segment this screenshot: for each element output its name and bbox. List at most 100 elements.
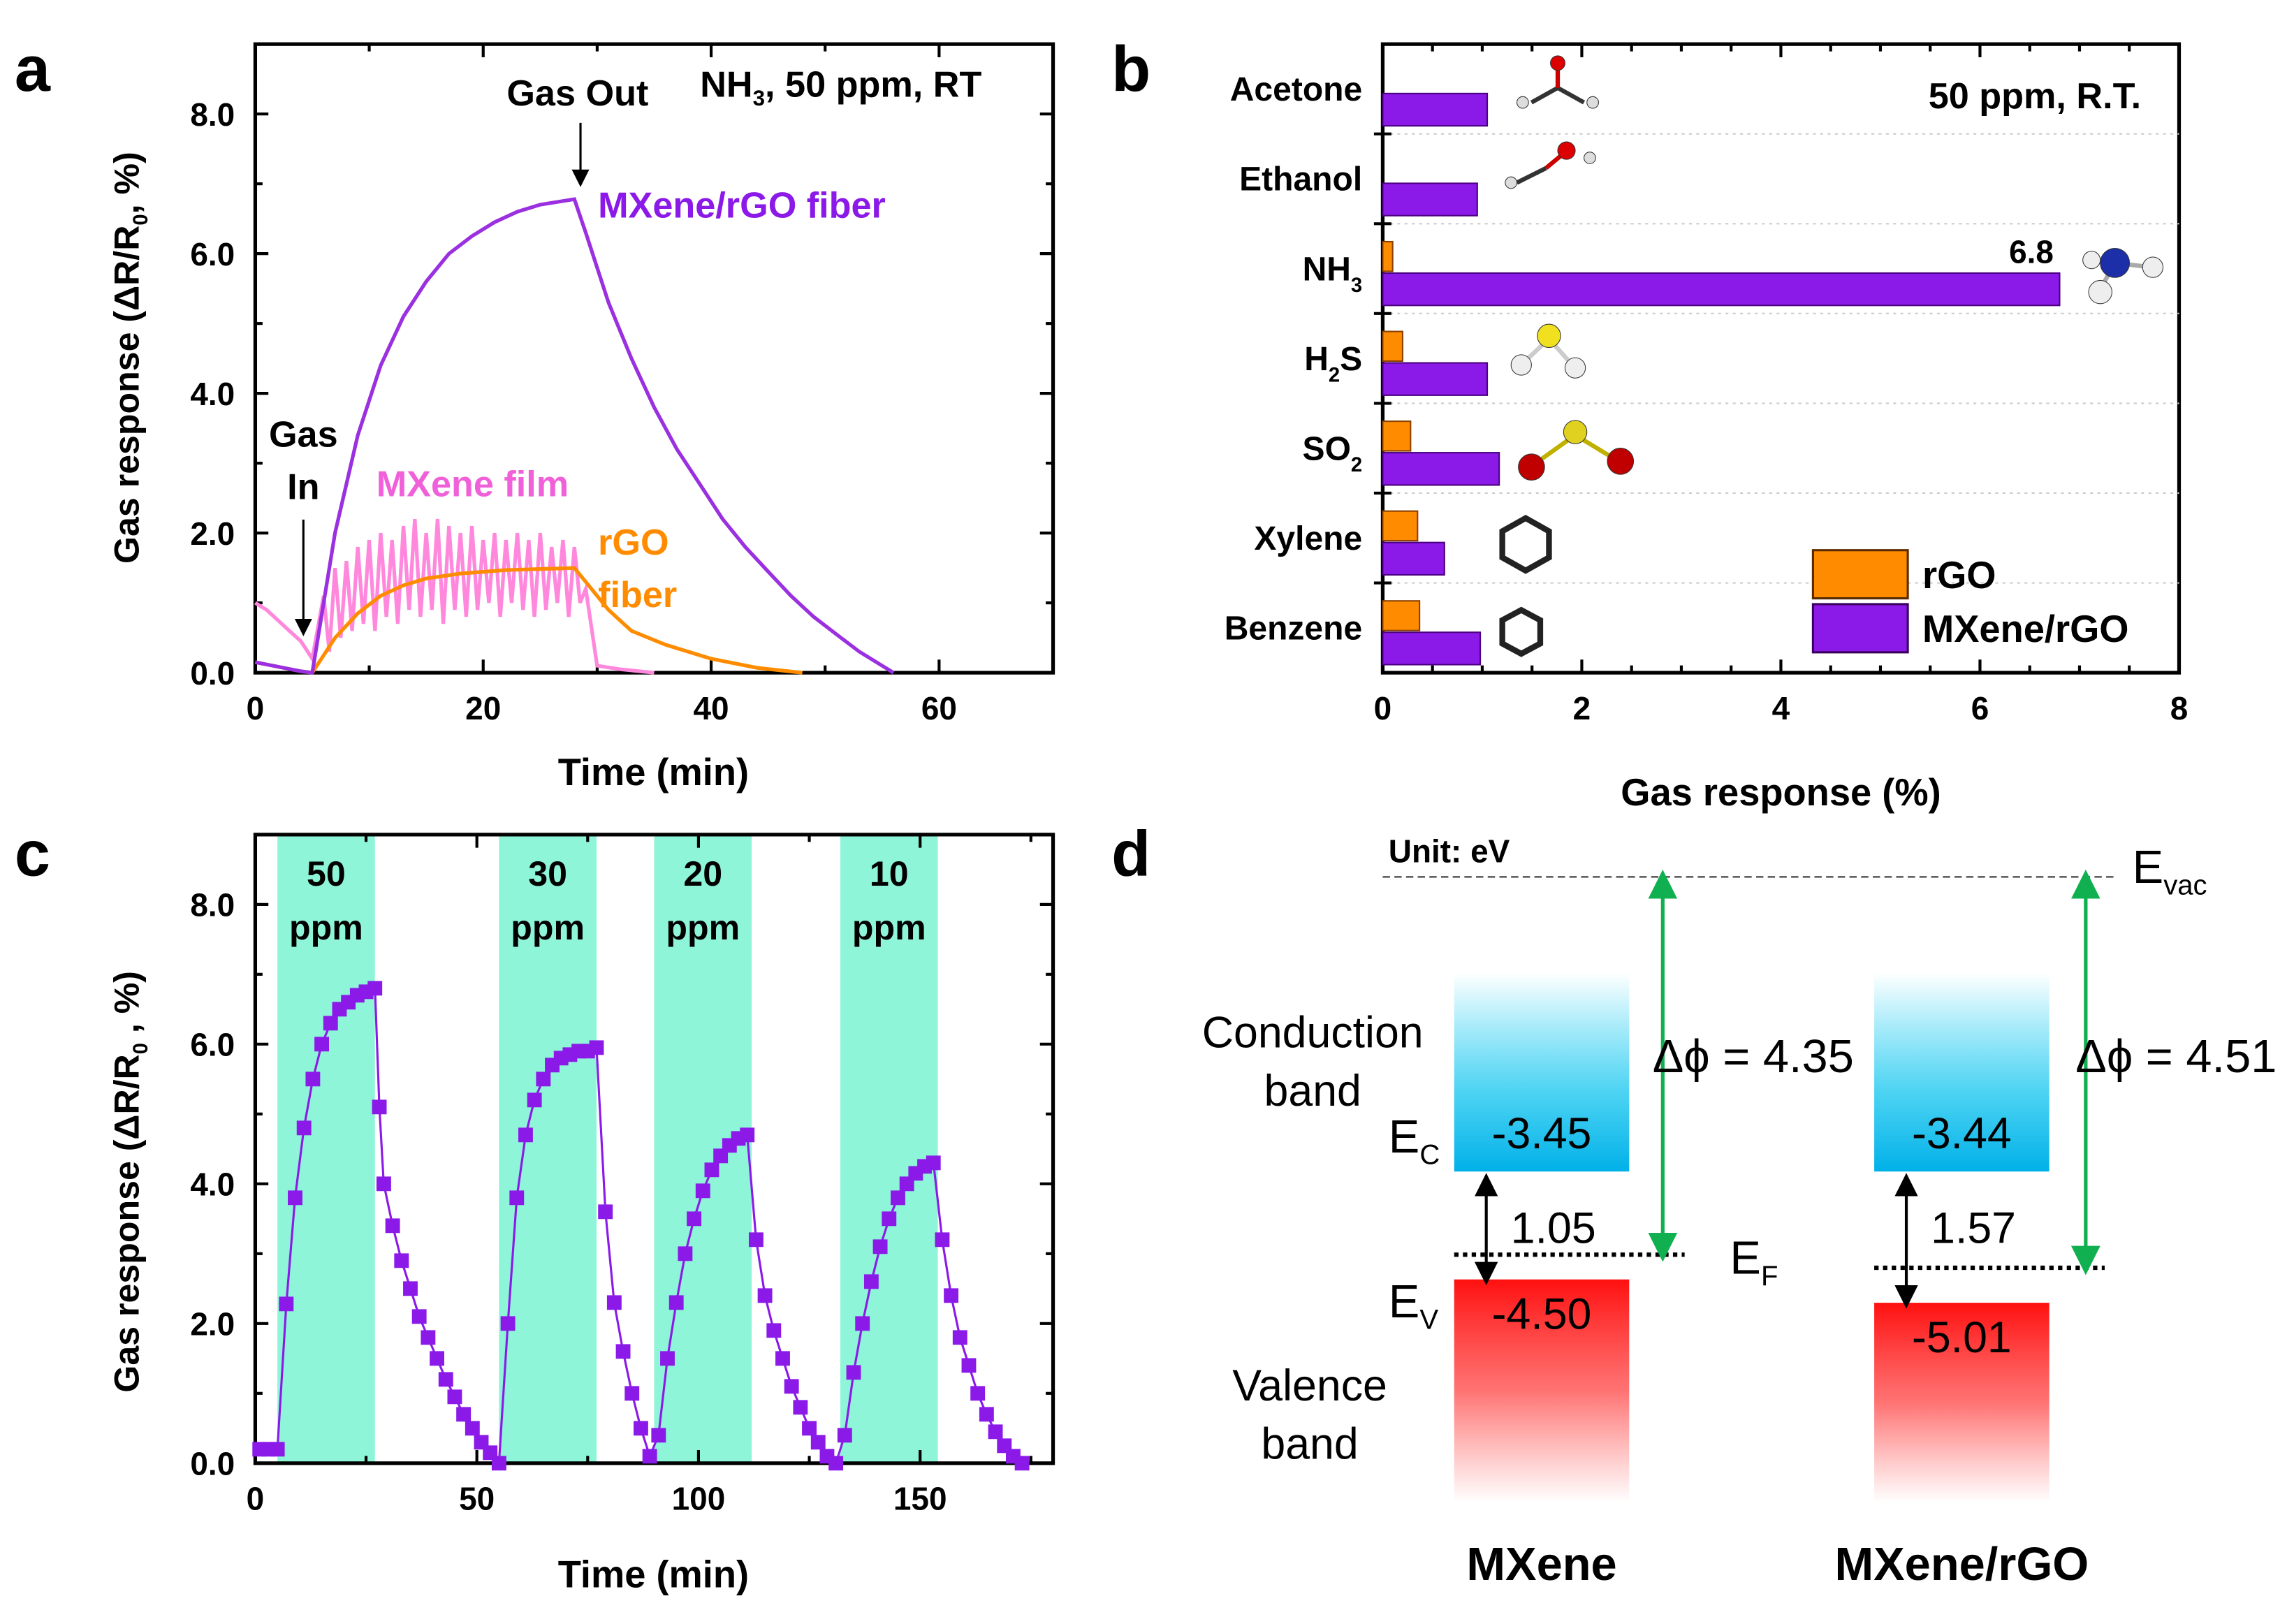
x-tick-label: 0 [247, 1481, 265, 1517]
bar-rgo [1382, 510, 1419, 542]
series-mxene-rgo-fiber-line [254, 197, 895, 675]
bar-rgo [1382, 330, 1403, 363]
data-point [394, 1253, 409, 1268]
legend-label-mxene-film: MXene film [377, 464, 569, 504]
legend-label-mxene-rgo-fiber: MXene/rGO fiber [598, 186, 886, 226]
category-label: Benzene [1225, 610, 1362, 648]
data-point [296, 1120, 312, 1136]
data-point [633, 1421, 648, 1436]
data-point [491, 1456, 506, 1471]
x-tick-label: 0 [1374, 690, 1392, 726]
data-point [438, 1372, 453, 1387]
molecule-so2-icon [1563, 420, 1588, 444]
data-point [988, 1424, 1003, 1440]
work-function-label: Δϕ = 4.51 [2075, 1031, 2277, 1083]
data-point [279, 1296, 294, 1312]
category-text: SO [1303, 430, 1351, 467]
molecule-benzene-icon [1499, 606, 1544, 657]
y-tick-label: 6.0 [190, 1027, 235, 1063]
cond-sub: 3 [753, 86, 765, 110]
bar-mxene-rgo [1382, 452, 1500, 486]
data-point [863, 1274, 879, 1289]
region-label: 10 [870, 854, 909, 893]
ev-label-sub: V [1419, 1305, 1438, 1336]
atom [1517, 96, 1529, 109]
data-point [615, 1344, 631, 1359]
x-tick-label: 4 [1772, 690, 1790, 726]
bar-mxene-rgo [1382, 272, 2061, 307]
x-tick-label: 150 [893, 1481, 947, 1517]
y-tick-label: 4.0 [190, 1166, 235, 1203]
atom [1505, 176, 1518, 189]
conduction-band-value: -3.45 [1492, 1109, 1592, 1158]
ylabel-main: Gas response (ΔR/R [107, 1054, 146, 1392]
legend-label-rgo-fiber: rGO [598, 522, 669, 563]
data-point [784, 1379, 799, 1394]
panel-d: d Unit: eV EvacConductionbandValencebandEC… [1111, 818, 2277, 1590]
category-sub: 3 [1351, 275, 1362, 297]
category-text: Acetone [1230, 71, 1362, 108]
valence-band-block [1874, 1303, 2049, 1503]
data-point [305, 1071, 321, 1087]
y-tick-label: 2.0 [190, 515, 235, 552]
y-tick-label: 0.0 [190, 655, 235, 692]
category-sub: 2 [1351, 454, 1362, 476]
atom [1564, 357, 1586, 379]
valence-band-value: -4.50 [1492, 1290, 1592, 1339]
legend-swatch-mxene-rgo [1811, 603, 1909, 654]
x-tick-label: 40 [694, 690, 729, 726]
material-label: MXene/rGO [1834, 1539, 2089, 1590]
panel-label: c [15, 818, 50, 889]
data-point [270, 1442, 285, 1457]
annotation-gas-out: Gas Out [506, 73, 648, 114]
data-point [775, 1351, 790, 1366]
data-point [411, 1309, 427, 1324]
molecule-nh3-icon [2100, 247, 2131, 278]
ylabel-end: , %) [107, 971, 146, 1043]
data-point [766, 1323, 782, 1338]
region-label: 30 [528, 854, 567, 893]
data-point [527, 1092, 542, 1108]
data-point [642, 1449, 657, 1464]
category-label: NH3 [1303, 251, 1363, 297]
data-point [456, 1407, 472, 1422]
region-label-unit: ppm [289, 908, 363, 947]
data-point [793, 1400, 808, 1415]
data-point [837, 1428, 852, 1443]
data-point [606, 1295, 622, 1310]
bond [1556, 86, 1586, 105]
data-point [624, 1386, 640, 1401]
data-point [509, 1190, 525, 1206]
data-point [828, 1456, 844, 1471]
data-point [367, 981, 383, 996]
conduction-band-label: Conduction [1202, 1009, 1424, 1058]
y-tick-label: 0.0 [190, 1446, 235, 1482]
legend-label-rgo-fiber-2: fiber [598, 575, 677, 615]
ef-label-sub: F [1761, 1261, 1778, 1292]
bar-mxene-rgo [1382, 362, 1489, 396]
molecule-h2s-icon [1537, 323, 1561, 348]
evac-label-main: E [2133, 842, 2164, 893]
data-point [430, 1351, 444, 1366]
shaded-region [277, 834, 375, 1463]
y-tick-label: 2.0 [190, 1306, 235, 1343]
x-tick-label: 0 [247, 690, 265, 726]
data-point [802, 1421, 817, 1436]
bar-mxene-rgo [1382, 541, 1445, 576]
legend-swatch-rgo [1811, 549, 1909, 600]
data-point [882, 1211, 897, 1227]
data-point [421, 1330, 436, 1345]
y-tick-label: 4.0 [190, 376, 235, 412]
y-tick-label: 6.0 [190, 236, 235, 272]
data-point [846, 1365, 861, 1380]
data-point [944, 1288, 959, 1303]
data-point [372, 1099, 387, 1115]
atom [2082, 251, 2101, 270]
category-text: Benzene [1225, 610, 1362, 648]
conduction-band-block [1874, 973, 2049, 1172]
evac-label-sub: vac [2163, 870, 2207, 900]
bar-mxene-rgo [1382, 92, 1489, 127]
panel-label: d [1111, 818, 1150, 889]
category-after: S [1340, 341, 1362, 378]
unit-label: Unit: eV [1389, 833, 1510, 870]
